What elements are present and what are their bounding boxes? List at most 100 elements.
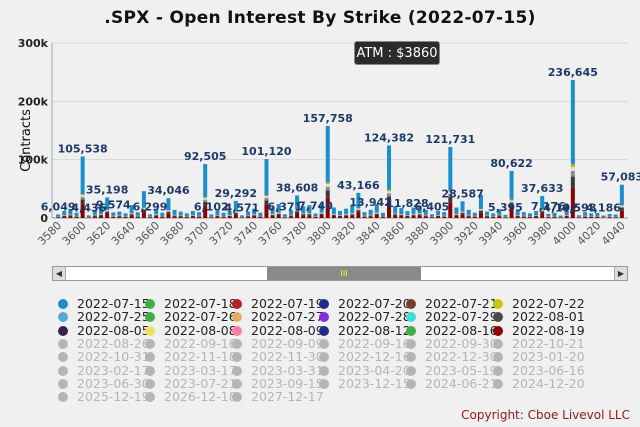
bar-segment <box>319 213 324 214</box>
bar-segment <box>607 217 612 218</box>
legend-marker-icon <box>406 338 416 349</box>
bar-segment <box>178 216 183 218</box>
bar-stack <box>380 212 385 218</box>
legend-item[interactable]: 2022-07-28 <box>319 309 411 324</box>
legend-item[interactable]: 2022-07-19 <box>232 296 324 311</box>
legend-item[interactable]: 2024-06-21 <box>406 376 498 391</box>
legend-item[interactable]: 2027-12-17 <box>232 389 324 404</box>
x-tick-label: 3720 <box>207 219 236 248</box>
bar-segment <box>619 184 624 206</box>
data-label: 7,740 <box>298 199 333 212</box>
bar-segment <box>356 208 361 210</box>
legend-item[interactable]: 2022-12-30 <box>406 349 498 364</box>
legend-item[interactable]: 2022-08-08 <box>145 323 237 338</box>
bar-segment <box>509 199 514 201</box>
bar-segment <box>233 200 238 212</box>
legend-item[interactable]: 2022-07-27 <box>232 309 324 324</box>
legend-item[interactable]: 2023-06-30 <box>58 376 150 391</box>
data-label: 6,102 <box>194 200 229 213</box>
legend-item[interactable]: 2023-04-20 <box>319 363 411 378</box>
legend-item[interactable]: 2022-11-18 <box>145 349 237 364</box>
scroll-thumb[interactable]: III <box>267 267 421 280</box>
bar-segment <box>295 195 300 210</box>
scroll-left-icon[interactable]: ◀ <box>53 267 66 280</box>
legend-item[interactable]: 2022-09-30 <box>406 336 498 351</box>
bar-segment <box>442 212 447 216</box>
bar-stack <box>288 209 293 218</box>
legend-marker-icon <box>58 299 68 309</box>
bar-segment <box>172 209 177 215</box>
legend-item[interactable]: 2026-12-18 <box>145 389 237 404</box>
legend-item[interactable]: 2024-12-20 <box>493 376 585 391</box>
legend-marker-icon <box>319 312 329 323</box>
legend-item[interactable]: 2022-07-25 <box>58 309 150 324</box>
scroll-right-icon[interactable]: ▶ <box>614 267 627 280</box>
bar-stack <box>350 205 355 218</box>
bar-segment <box>576 215 581 217</box>
data-label: 43,166 <box>337 179 380 192</box>
bar-segment <box>282 214 287 217</box>
legend-item[interactable]: 2022-09-16 <box>319 336 411 351</box>
bar-segment <box>166 211 171 213</box>
bar-segment <box>570 79 575 165</box>
legend-item[interactable]: 2022-08-09 <box>232 323 324 338</box>
bar-stack <box>203 164 208 218</box>
bar-segment <box>227 211 232 216</box>
legend-item[interactable]: 2023-05-19 <box>406 363 498 378</box>
legend-item[interactable]: 2022-08-19 <box>493 323 585 338</box>
bar-stack <box>154 208 159 218</box>
bar-segment <box>503 217 508 218</box>
bar-series[interactable] <box>56 79 624 218</box>
legend-item[interactable]: 2022-08-01 <box>493 309 585 324</box>
legend-item[interactable]: 2022-08-05 <box>58 323 150 338</box>
bar-segment <box>448 191 453 194</box>
legend-item[interactable]: 2022-10-31 <box>58 349 150 364</box>
bar-segment <box>344 208 349 215</box>
legend-item[interactable]: 2022-08-26 <box>58 336 150 351</box>
bar-segment <box>172 216 177 218</box>
bar-segment <box>325 186 330 191</box>
legend-item[interactable]: 2023-09-15 <box>232 376 324 391</box>
bar-segment <box>387 189 392 192</box>
horizontal-scrollbar[interactable]: ◀ III ▶ <box>52 266 628 281</box>
legend-item[interactable]: 2022-07-21 <box>406 296 498 311</box>
legend-label: 2023-09-15 <box>251 375 324 391</box>
legend-item[interactable]: 2022-08-12 <box>319 323 411 338</box>
legend-item[interactable]: 2022-07-20 <box>319 296 411 311</box>
legend-item[interactable]: 2023-03-17 <box>145 363 237 378</box>
legend-item[interactable]: 2023-12-15 <box>319 376 411 391</box>
legend-item[interactable]: 2022-07-26 <box>145 309 237 324</box>
legend-item[interactable]: 2022-12-16 <box>319 349 411 364</box>
bar-stack <box>68 209 73 218</box>
legend-item[interactable]: 2022-09-09 <box>232 336 324 351</box>
legend-item[interactable]: 2023-07-21 <box>145 376 237 391</box>
bar-segment <box>583 216 588 218</box>
legend-item[interactable]: 2022-11-30 <box>232 349 324 364</box>
legend-item[interactable]: 2022-07-18 <box>145 296 237 311</box>
legend-item[interactable]: 2023-03-31 <box>232 363 324 378</box>
bar-segment <box>117 216 122 218</box>
legend-item[interactable]: 2022-07-22 <box>493 296 585 311</box>
bar-segment <box>295 213 300 218</box>
bar-segment <box>80 199 85 205</box>
legend-item[interactable]: 2023-01-20 <box>493 349 585 364</box>
legend-item[interactable]: 2022-09-16 <box>145 336 237 351</box>
bar-segment <box>540 209 545 211</box>
bar-segment <box>221 216 226 218</box>
bar-segment <box>387 196 392 203</box>
legend-item[interactable]: 2025-12-19 <box>58 389 150 404</box>
legend-item[interactable]: 2022-07-15 <box>58 296 150 311</box>
legend-item[interactable]: 2023-02-17 <box>58 363 150 378</box>
legend-item[interactable]: 2022-07-29 <box>406 309 498 324</box>
legend-item[interactable]: 2023-06-16 <box>493 363 585 378</box>
legend-item[interactable]: 2022-08-16 <box>406 323 498 338</box>
bar-stack <box>123 213 128 218</box>
bar-segment <box>301 215 306 218</box>
legend-marker-icon <box>58 378 68 389</box>
bar-segment <box>362 216 367 218</box>
bar-stack <box>374 204 379 218</box>
bar-segment <box>166 212 171 214</box>
bar-segment <box>485 211 490 216</box>
legend-item[interactable]: 2022-10-21 <box>493 336 585 351</box>
y-tick-label: 200k <box>18 95 49 108</box>
